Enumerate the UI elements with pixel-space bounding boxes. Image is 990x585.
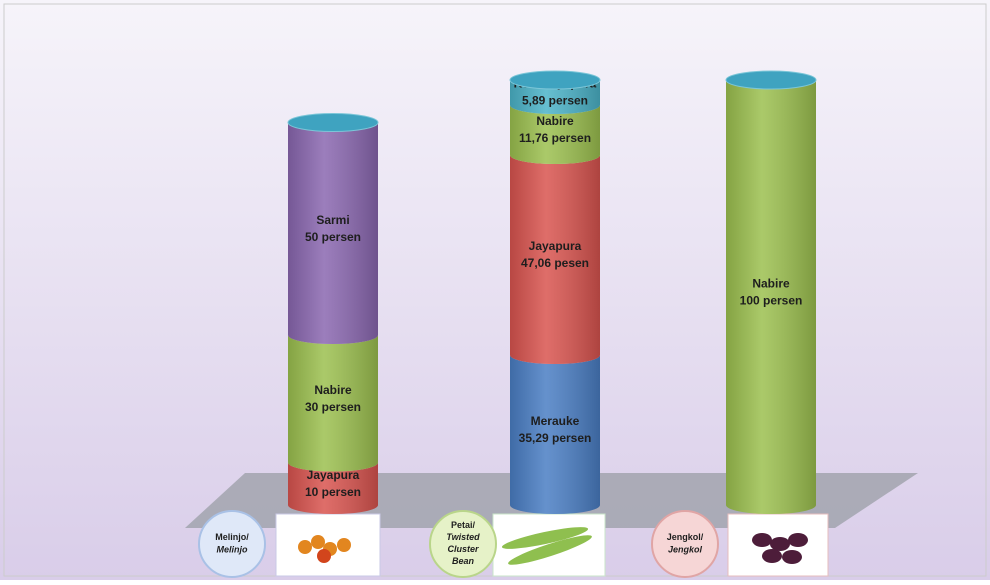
cylinder-cap <box>509 70 601 90</box>
segment-shade <box>510 80 600 115</box>
segment-shade <box>288 335 378 472</box>
segment-name: Merauke <box>531 414 580 428</box>
category-subtitle: Twisted Cluster Bean <box>446 532 480 566</box>
value-label: 50 persen <box>305 230 361 244</box>
value-label: 10 persen <box>305 485 361 499</box>
category-name: Petai/ <box>451 520 476 530</box>
cylinder-cap <box>725 70 817 90</box>
segment-shade <box>510 355 600 514</box>
value-label: 100 persen <box>740 294 803 308</box>
petai-image <box>501 527 592 565</box>
segment-shade <box>288 122 379 344</box>
segment-name: Sarmi <box>316 213 349 227</box>
segment-shade <box>288 462 379 514</box>
value-label: 35,29 persen <box>519 431 592 445</box>
image-frame <box>275 513 381 577</box>
segment-name: Nabire <box>752 277 790 291</box>
category-name: Melinjo/ <box>215 532 249 542</box>
category-subtitle: Melinjo <box>217 544 249 554</box>
value-label: 11,76 persen <box>519 131 591 145</box>
category-subtitle: Jengkol <box>668 544 703 554</box>
jengkol-image <box>752 533 808 564</box>
subtitle-word: Cluster <box>447 544 479 554</box>
segment-shade <box>726 80 816 514</box>
subtitle-word: Twisted <box>446 532 480 542</box>
category-badge <box>651 510 719 578</box>
category-label: Petai/ <box>451 520 476 530</box>
cylinder-cap <box>287 113 379 132</box>
category-label: Melinjo/ <box>215 532 249 542</box>
category-name: Jengkol/ <box>667 532 704 542</box>
subtitle-word: Bean <box>452 556 475 566</box>
segment-name: Jayapura <box>529 239 582 253</box>
value-label: 5,89 persen <box>522 94 588 108</box>
category-label: Jengkol/ <box>667 532 704 542</box>
segment-shade <box>510 105 600 165</box>
value-label: 47,06 pesen <box>521 256 589 270</box>
segment-name: Jayapura <box>307 468 360 482</box>
category-badge <box>429 510 497 578</box>
category-icons <box>275 513 829 577</box>
segment-name: Nabire <box>536 114 574 128</box>
segment-name: Nabire <box>314 383 352 397</box>
value-label: 30 persen <box>305 400 361 414</box>
segment-shade <box>510 155 600 365</box>
category-badge <box>198 510 266 578</box>
melinjo-image <box>298 535 351 563</box>
